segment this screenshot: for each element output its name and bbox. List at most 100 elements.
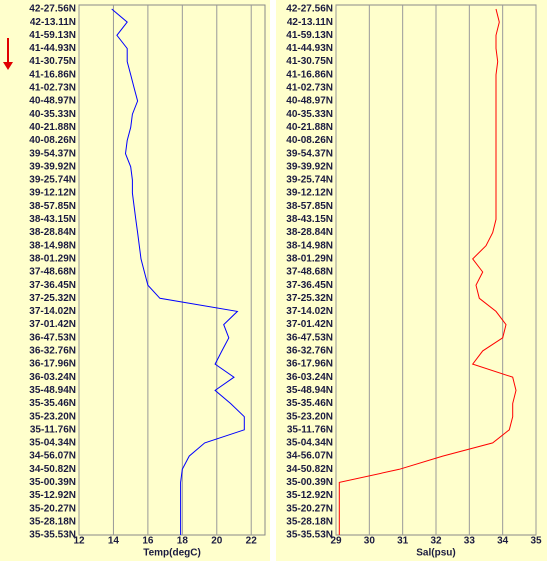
y-tick-label: 35-20.27N: [29, 503, 76, 514]
y-tick-label: 42-13.11N: [30, 17, 76, 28]
y-tick-label: 38-57.85N: [286, 201, 333, 212]
y-tick-label: 40-48.97N: [29, 96, 76, 107]
y-tick-label: 41-44.93N: [29, 43, 76, 54]
y-tick-label: 41-59.13N: [29, 30, 76, 41]
y-tick-label: 40-08.26N: [29, 135, 76, 146]
y-tick-label: 39-54.37N: [29, 148, 76, 159]
data-line: [111, 8, 245, 535]
y-tick-label: 42-27.56N: [286, 4, 333, 15]
y-tick-label: 41-16.86N: [286, 69, 333, 80]
y-tick-label: 35-04.34N: [29, 438, 76, 449]
y-tick-label: 42-27.56N: [29, 4, 76, 15]
y-tick-label: 37-14.02N: [29, 306, 76, 317]
y-tick-label: 36-47.53N: [286, 332, 333, 343]
y-tick-label: 38-01.29N: [286, 253, 333, 264]
y-tick-label: 40-21.88N: [29, 122, 76, 133]
y-tick-label: 40-35.33N: [29, 109, 76, 120]
y-tick-label: 41-02.73N: [29, 83, 76, 94]
y-tick-label: 40-35.33N: [286, 109, 333, 120]
y-tick-label: 37-01.42N: [286, 319, 333, 330]
y-tick-label: 37-48.68N: [29, 267, 76, 278]
x-tick-label: 31: [397, 536, 409, 547]
y-tick-label: 38-14.98N: [286, 240, 333, 251]
y-tick-label: 35-23.20N: [29, 411, 76, 422]
y-tick-label: 36-03.24N: [29, 372, 76, 383]
y-tick-label: 38-43.15N: [286, 214, 333, 225]
y-tick-label: 35-00.39N: [29, 477, 76, 488]
y-tick-label: 35-12.92N: [286, 490, 333, 501]
y-tick-label: 35-12.92N: [29, 490, 76, 501]
y-tick-label: 41-59.13N: [286, 30, 333, 41]
y-tick-label: 34-56.07N: [29, 451, 76, 462]
y-tick-label: 39-39.92N: [29, 161, 76, 172]
x-tick-label: 35: [530, 536, 542, 547]
y-tick-label: 39-54.37N: [286, 148, 333, 159]
y-tick-label: 36-17.96N: [286, 359, 333, 370]
plot-area: [78, 4, 266, 536]
y-tick-label: 38-28.84N: [29, 227, 76, 238]
y-tick-label: 37-25.32N: [29, 293, 76, 304]
y-tick-label: 37-25.32N: [286, 293, 333, 304]
y-tick-label: 39-12.12N: [29, 188, 76, 199]
y-tick-label: 39-25.74N: [286, 175, 333, 186]
x-tick-label: 32: [430, 536, 442, 547]
y-tick-label: 41-30.75N: [29, 56, 76, 67]
y-tick-label: 34-56.07N: [286, 451, 333, 462]
y-tick-label: 35-28.18N: [29, 516, 76, 527]
x-tick-label: 14: [108, 536, 120, 547]
y-tick-label: 35-04.34N: [286, 438, 333, 449]
y-tick-label: 35-35.53N: [29, 530, 76, 541]
y-tick-label: 36-17.96N: [29, 359, 76, 370]
y-tick-label: 37-48.68N: [286, 267, 333, 278]
y-tick-label: 41-30.75N: [286, 56, 333, 67]
x-tick-label: 16: [142, 536, 154, 547]
y-tick-label: 37-14.02N: [286, 306, 333, 317]
y-tick-label: 35-48.94N: [286, 385, 333, 396]
y-tick-label: 35-35.46N: [29, 398, 76, 409]
y-tick-label: 35-35.53N: [286, 530, 333, 541]
y-tick-label: 41-44.93N: [286, 43, 333, 54]
y-tick-label: 39-12.12N: [286, 188, 333, 199]
y-tick-label: 35-48.94N: [29, 385, 76, 396]
y-tick-label: 37-36.45N: [286, 280, 333, 291]
y-tick-label: 38-01.29N: [29, 253, 76, 264]
x-tick-label: 29: [330, 536, 342, 547]
x-tick-label: 18: [177, 536, 189, 547]
y-tick-label: 36-03.24N: [286, 372, 333, 383]
y-tick-label: 36-32.76N: [29, 346, 76, 357]
x-tick-label: 22: [246, 536, 258, 547]
y-tick-label: 34-50.82N: [29, 464, 76, 475]
direction-arrow: [3, 38, 13, 70]
y-tick-label: 35-00.39N: [286, 477, 333, 488]
y-tick-label: 35-35.46N: [286, 398, 333, 409]
x-tick-label: 20: [211, 536, 223, 547]
y-tick-label: 39-25.74N: [29, 175, 76, 186]
y-tick-label: 35-11.76N: [30, 424, 76, 435]
y-tick-label: 41-16.86N: [29, 69, 76, 80]
y-tick-label: 35-23.20N: [286, 411, 333, 422]
y-tick-label: 38-57.85N: [29, 201, 76, 212]
x-tick-label: 34: [497, 536, 509, 547]
x-axis-label: Temp(degC): [143, 548, 201, 559]
x-tick-label: 33: [464, 536, 476, 547]
y-tick-label: 40-21.88N: [286, 122, 333, 133]
y-tick-label: 35-28.18N: [286, 516, 333, 527]
x-tick-label: 30: [364, 536, 376, 547]
y-tick-label: 38-28.84N: [286, 227, 333, 238]
y-tick-label: 35-11.76N: [287, 424, 333, 435]
x-tick-label: 12: [73, 536, 85, 547]
y-tick-label: 36-32.76N: [286, 346, 333, 357]
y-tick-label: 38-43.15N: [29, 214, 76, 225]
y-tick-label: 36-47.53N: [29, 332, 76, 343]
y-tick-label: 40-08.26N: [286, 135, 333, 146]
y-tick-label: 41-02.73N: [286, 83, 333, 94]
y-tick-label: 37-36.45N: [29, 280, 76, 291]
y-tick-label: 35-20.27N: [286, 503, 333, 514]
x-axis-label: Sal(psu): [416, 548, 455, 559]
y-tick-label: 42-13.11N: [287, 17, 333, 28]
data-line: [338, 8, 517, 535]
y-tick-label: 37-01.42N: [29, 319, 76, 330]
y-tick-label: 40-48.97N: [286, 96, 333, 107]
